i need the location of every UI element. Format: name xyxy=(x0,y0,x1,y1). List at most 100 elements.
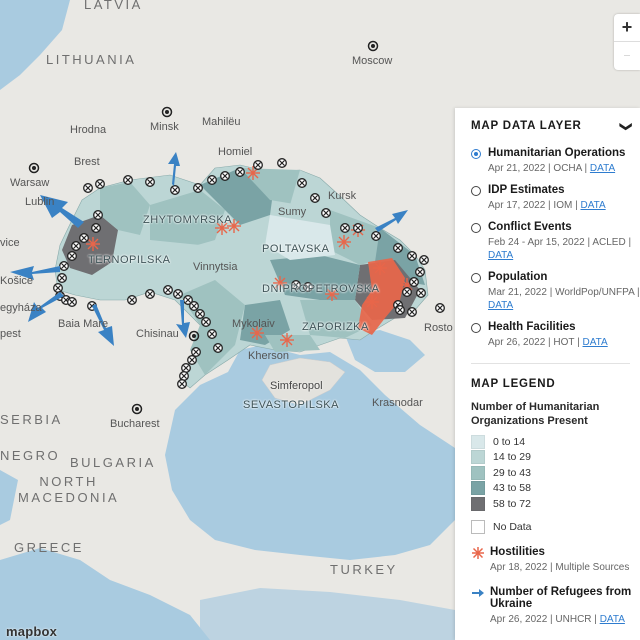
hostility-marker xyxy=(280,333,294,347)
hostility-area-east xyxy=(358,258,405,335)
legend-swatch xyxy=(471,481,485,496)
hostilities-meta: Apr 18, 2022 | Multiple Sources xyxy=(490,561,630,573)
border-crossing-marker xyxy=(395,305,405,315)
mapbox-logo[interactable]: mapbox xyxy=(6,624,58,639)
label-mahileu: Mahilëu xyxy=(202,116,241,128)
hostility-marker xyxy=(250,326,264,340)
border-crossing-marker xyxy=(183,295,193,305)
refugees-label: Number of Refugees from Ukraine xyxy=(490,585,632,610)
hostility-marker xyxy=(337,235,351,249)
legend-no-data: No Data xyxy=(471,519,640,534)
border-crossing-marker xyxy=(71,241,81,251)
layer-data-link[interactable]: DATA xyxy=(589,163,616,174)
layer-option[interactable]: Population Mar 21, 2022 | WorldPop/UNFPA … xyxy=(471,271,640,312)
capital-marker-warsaw xyxy=(28,162,40,174)
legend-scale-label: 29 to 43 xyxy=(493,466,531,479)
refugees-meta: Apr 26, 2022 | UNHCR | xyxy=(490,613,600,625)
border-crossing-marker xyxy=(213,343,223,353)
refugee-arrows xyxy=(10,152,408,346)
radio-button[interactable] xyxy=(471,323,481,333)
legend-swatch xyxy=(471,496,485,511)
zoom-out-button[interactable]: — xyxy=(624,53,630,59)
label-sevastopilska: SEVASTOPILSKA xyxy=(243,399,339,411)
border-crossing-marker xyxy=(402,287,412,297)
refugees-data-link[interactable]: DATA xyxy=(599,613,625,625)
label-serbia: SERBIA xyxy=(0,412,63,427)
layer-name: Population xyxy=(488,271,548,283)
layer-name: Health Facilities xyxy=(488,321,576,333)
label-negro: NEGRO xyxy=(0,448,61,463)
layer-option[interactable]: Health Facilities Apr 26, 2022 | HOT | DA… xyxy=(471,321,640,349)
border-crossing-marker xyxy=(409,277,419,287)
border-crossing-marker xyxy=(321,208,331,218)
label-kherson: Kherson xyxy=(248,350,289,362)
refugee-arrow xyxy=(375,210,408,232)
layer-option[interactable]: Conflict Events Feb 24 - Apr 15, 2022 | A… xyxy=(471,221,640,262)
radio-button[interactable] xyxy=(471,186,481,196)
border-crossing-marker xyxy=(123,175,133,185)
legend-scale-row: 58 to 72 xyxy=(471,496,640,512)
hostility-marker xyxy=(365,295,379,309)
radio-button[interactable] xyxy=(471,149,481,159)
border-crossing-marker xyxy=(277,158,287,168)
border-crossing-marker xyxy=(419,255,429,265)
region-mykolaiv xyxy=(240,300,290,345)
label-bucharest: Bucharest xyxy=(110,418,160,430)
capital-marker-moscow xyxy=(367,40,379,52)
legend-scale-label: 58 to 72 xyxy=(493,497,531,510)
layer-meta: Apr 26, 2022 | HOT | xyxy=(488,337,583,348)
label-minsk: Minsk xyxy=(150,121,179,133)
map-data-layer-header[interactable]: MAP DATA LAYER ❯ xyxy=(471,120,640,134)
radio-button[interactable] xyxy=(471,223,481,233)
label-vice: vice xyxy=(0,237,20,249)
capital-marker-minsk xyxy=(161,106,173,118)
refugee-arrow xyxy=(168,152,180,186)
border-crossing-marker xyxy=(83,183,93,193)
layer-option[interactable]: IDP Estimates Apr 17, 2022 | IOM | DATA xyxy=(471,184,640,212)
hostility-marker xyxy=(325,287,339,301)
border-crossing-marker xyxy=(235,167,245,177)
region-vinnytsia xyxy=(140,240,215,290)
refugee-arrow xyxy=(176,300,190,338)
layer-data-link[interactable]: DATA xyxy=(580,200,606,211)
legend-hostilities: Hostilities Apr 18, 2022 | Multiple Sour… xyxy=(471,546,640,574)
label-kursk: Kursk xyxy=(328,190,357,202)
layer-option[interactable]: Humanitarian Operations Apr 21, 2022 | OC… xyxy=(471,147,640,175)
panel-divider xyxy=(471,363,630,364)
layer-data-link[interactable]: DATA xyxy=(582,337,608,348)
border-crossing-marker xyxy=(310,193,320,203)
label-simferopol: Simferopol xyxy=(270,380,323,392)
legend-scale-row: 29 to 43 xyxy=(471,465,640,481)
hostility-markers xyxy=(86,166,414,347)
border-crossing-marker xyxy=(93,210,103,220)
region-cherkasy xyxy=(215,240,270,275)
layer-list: Humanitarian Operations Apr 21, 2022 | OC… xyxy=(471,147,640,349)
layer-meta: Mar 21, 2022 | WorldPop/UNFPA | xyxy=(488,287,640,298)
label-egyhaza: egyháza xyxy=(0,302,42,314)
refugee-arrow-icon xyxy=(472,588,484,597)
label-north-macedonia: NORTH MACEDONIA xyxy=(18,474,120,505)
border-crossing-marker xyxy=(173,289,183,299)
crimea xyxy=(261,357,346,406)
border-crossing-marker xyxy=(220,171,230,181)
radio-button[interactable] xyxy=(471,273,481,283)
aegean-sea xyxy=(0,548,210,640)
border-crossing-marker xyxy=(207,175,217,185)
border-crossing-marker xyxy=(145,289,155,299)
baltic-sea xyxy=(0,0,70,90)
layer-name: Humanitarian Operations xyxy=(488,147,626,159)
border-crossing-marker xyxy=(59,261,69,271)
zoom-in-button[interactable]: + xyxy=(614,14,640,42)
border-crossing-marker xyxy=(201,317,211,327)
legend-swatch xyxy=(471,434,485,449)
border-crossing-marker xyxy=(195,309,205,319)
chevron-down-icon[interactable]: ❯ xyxy=(619,121,634,133)
border-crossing-marker xyxy=(191,347,201,357)
hostility-marker xyxy=(246,166,260,180)
border-crossing-marker xyxy=(145,177,155,187)
border-crossing-marker xyxy=(79,233,89,243)
refugee-arrow xyxy=(28,292,64,322)
layer-data-link[interactable]: DATA xyxy=(488,250,514,261)
layer-data-link[interactable]: DATA xyxy=(488,300,514,311)
